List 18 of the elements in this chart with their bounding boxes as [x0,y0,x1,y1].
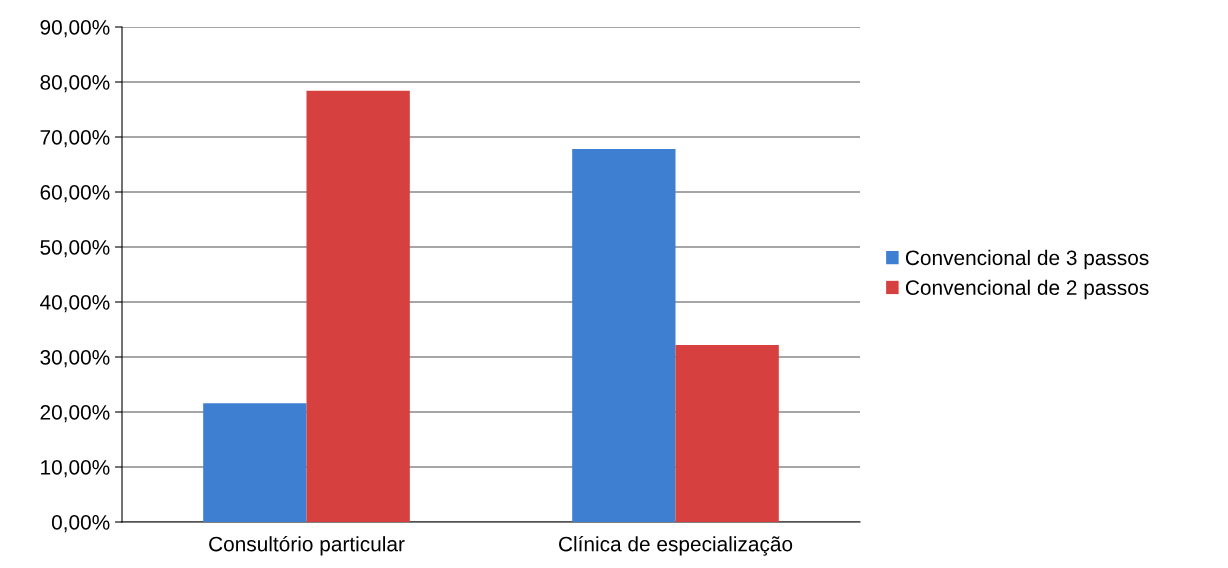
y-tick-label: 20,00% [40,405,110,423]
y-tick-label: 40,00% [40,295,110,313]
bar [203,403,307,522]
y-tick-label: 70,00% [40,130,110,148]
legend-label: Convencional de 3 passos [905,249,1149,270]
bar [306,90,410,522]
x-tick-label: Clínica de especialização [559,535,793,556]
y-tick-label: 0,00% [51,515,110,533]
y-tick-label: 10,00% [41,460,110,478]
y-tick-label: 50,00% [40,240,110,258]
y-tick-label: 30,00% [40,350,110,368]
bar [675,344,779,522]
y-tick-label: 60,00% [40,185,110,203]
y-tick-label: 90,00% [40,20,110,38]
y-tick-label: 80,00% [40,75,110,93]
bar [572,149,676,522]
legend-label: Convencional de 2 passos [905,279,1149,300]
x-tick-label: Consultório particular [209,535,405,556]
